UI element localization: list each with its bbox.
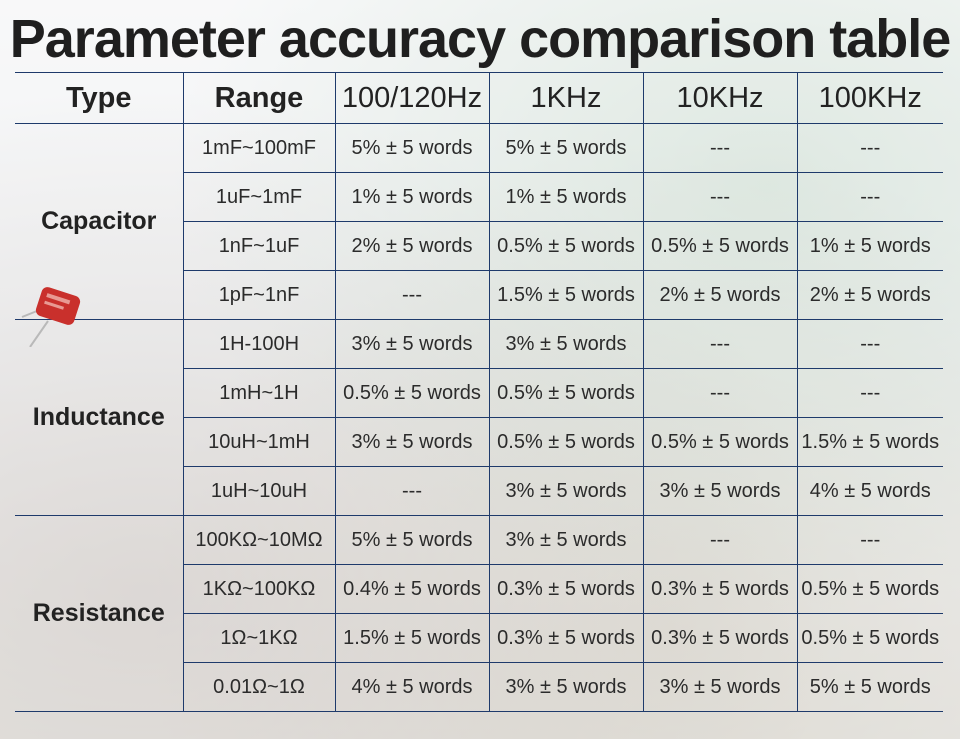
- table-row: 1KΩ~100KΩ 0.4% ± 5 words 0.3% ± 5 words …: [15, 564, 943, 614]
- page-title: Parameter accuracy comparison table: [9, 9, 951, 69]
- value-cell: 0.5% ± 5 words: [796, 613, 943, 663]
- value-cell: 0.3% ± 5 words: [642, 613, 798, 663]
- value-cell: ---: [642, 319, 798, 369]
- value-cell: 0.5% ± 5 words: [488, 221, 644, 271]
- value-cell: 3% ± 5 words: [334, 319, 490, 369]
- value-cell: 1.5% ± 5 words: [796, 417, 943, 467]
- value-cell: 0.5% ± 5 words: [796, 564, 943, 614]
- value-cell: 1.5% ± 5 words: [334, 613, 490, 663]
- type-label: Capacitor: [41, 207, 157, 235]
- type-cell-capacitor: Capacitor: [15, 123, 184, 347]
- value-cell: 1% ± 5 words: [334, 172, 490, 222]
- table-row: 1nF~1uF 2% ± 5 words 0.5% ± 5 words 0.5%…: [15, 221, 943, 271]
- header-type: Type: [15, 72, 184, 124]
- value-cell: 1% ± 5 words: [488, 172, 644, 222]
- table-row: 1pF~1nF --- 1.5% ± 5 words 2% ± 5 words …: [15, 270, 943, 320]
- type-cell-inductance: Inductance: [15, 319, 184, 516]
- value-cell: 5% ± 5 words: [334, 515, 490, 565]
- value-cell: 2% ± 5 words: [642, 270, 798, 320]
- accuracy-table: Type Range 100/120Hz 1KHz 10KHz 100KHz C…: [15, 72, 943, 712]
- header-100-120hz: 100/120Hz: [334, 72, 490, 124]
- value-cell: 3% ± 5 words: [334, 417, 490, 467]
- value-cell: 4% ± 5 words: [796, 466, 943, 516]
- value-cell: 0.5% ± 5 words: [642, 417, 798, 467]
- table-row: 1Ω~1KΩ 1.5% ± 5 words 0.3% ± 5 words 0.3…: [15, 613, 943, 663]
- value-cell: ---: [796, 319, 943, 369]
- value-cell: 0.3% ± 5 words: [642, 564, 798, 614]
- table-row: 1uH~10uH --- 3% ± 5 words 3% ± 5 words 4…: [15, 466, 943, 516]
- range-cell: 1pF~1nF: [183, 270, 336, 320]
- header-10khz: 10KHz: [642, 72, 798, 124]
- range-cell: 1mF~100mF: [182, 123, 336, 173]
- value-cell: 5% ± 5 words: [334, 123, 490, 173]
- header-range: Range: [182, 72, 336, 124]
- value-cell: ---: [334, 270, 490, 320]
- value-cell: 0.4% ± 5 words: [334, 564, 490, 614]
- value-cell: 2% ± 5 words: [796, 270, 943, 320]
- header-1khz: 1KHz: [488, 72, 644, 124]
- value-cell: ---: [796, 172, 943, 222]
- value-cell: 3% ± 5 words: [488, 466, 644, 516]
- value-cell: ---: [796, 515, 943, 565]
- range-cell: 10uH~1mH: [183, 417, 336, 467]
- value-cell: 3% ± 5 words: [642, 662, 798, 712]
- table-row: Capacitor 1mF~100mF 5% ± 5 words 5% ± 5 …: [15, 123, 943, 347]
- range-cell: 1KΩ~100KΩ: [183, 564, 336, 614]
- range-cell: 0.01Ω~1Ω: [183, 662, 336, 712]
- value-cell: 0.3% ± 5 words: [488, 613, 644, 663]
- value-cell: 5% ± 5 words: [488, 123, 644, 173]
- table-row: 1mH~1H 0.5% ± 5 words 0.5% ± 5 words ---…: [15, 368, 943, 418]
- value-cell: ---: [642, 368, 798, 418]
- value-cell: 2% ± 5 words: [334, 221, 490, 271]
- header-100khz: 100KHz: [796, 72, 943, 124]
- value-cell: 0.3% ± 5 words: [488, 564, 644, 614]
- range-cell: 1Ω~1KΩ: [183, 613, 336, 663]
- range-cell: 1mH~1H: [183, 368, 336, 418]
- table-row: 10uH~1mH 3% ± 5 words 0.5% ± 5 words 0.5…: [15, 417, 943, 467]
- value-cell: 5% ± 5 words: [796, 662, 943, 712]
- value-cell: 1% ± 5 words: [796, 221, 943, 271]
- value-cell: ---: [642, 515, 798, 565]
- header-row: Type Range 100/120Hz 1KHz 10KHz 100KHz: [15, 72, 943, 124]
- table-row: Inductance 1H-100H 3% ± 5 words 3% ± 5 w…: [15, 319, 943, 516]
- value-cell: 3% ± 5 words: [642, 466, 798, 516]
- table-row: Resistance 100KΩ~10MΩ 5% ± 5 words 3% ± …: [15, 515, 943, 712]
- value-cell: 1.5% ± 5 words: [488, 270, 644, 320]
- type-cell-resistance: Resistance: [15, 515, 184, 712]
- value-cell: 0.5% ± 5 words: [642, 221, 798, 271]
- value-cell: 3% ± 5 words: [488, 319, 644, 369]
- value-cell: ---: [796, 368, 943, 418]
- table-row: 0.01Ω~1Ω 4% ± 5 words 3% ± 5 words 3% ± …: [15, 662, 943, 712]
- value-cell: 4% ± 5 words: [334, 662, 490, 712]
- range-cell: 1nF~1uF: [183, 221, 336, 271]
- type-label: Inductance: [32, 403, 165, 431]
- range-cell: 100KΩ~10MΩ: [182, 515, 336, 565]
- value-cell: ---: [334, 466, 490, 516]
- range-cell: 1H-100H: [182, 319, 336, 369]
- value-cell: 0.5% ± 5 words: [488, 368, 644, 418]
- value-cell: ---: [642, 172, 798, 222]
- value-cell: ---: [796, 123, 943, 173]
- value-cell: 0.5% ± 5 words: [488, 417, 644, 467]
- capacitor-icon: [21, 287, 81, 347]
- value-cell: 3% ± 5 words: [488, 515, 644, 565]
- range-cell: 1uF~1mF: [183, 172, 336, 222]
- value-cell: 3% ± 5 words: [488, 662, 644, 712]
- value-cell: 0.5% ± 5 words: [334, 368, 490, 418]
- type-label: Resistance: [32, 599, 165, 627]
- value-cell: ---: [642, 123, 798, 173]
- range-cell: 1uH~10uH: [183, 466, 336, 516]
